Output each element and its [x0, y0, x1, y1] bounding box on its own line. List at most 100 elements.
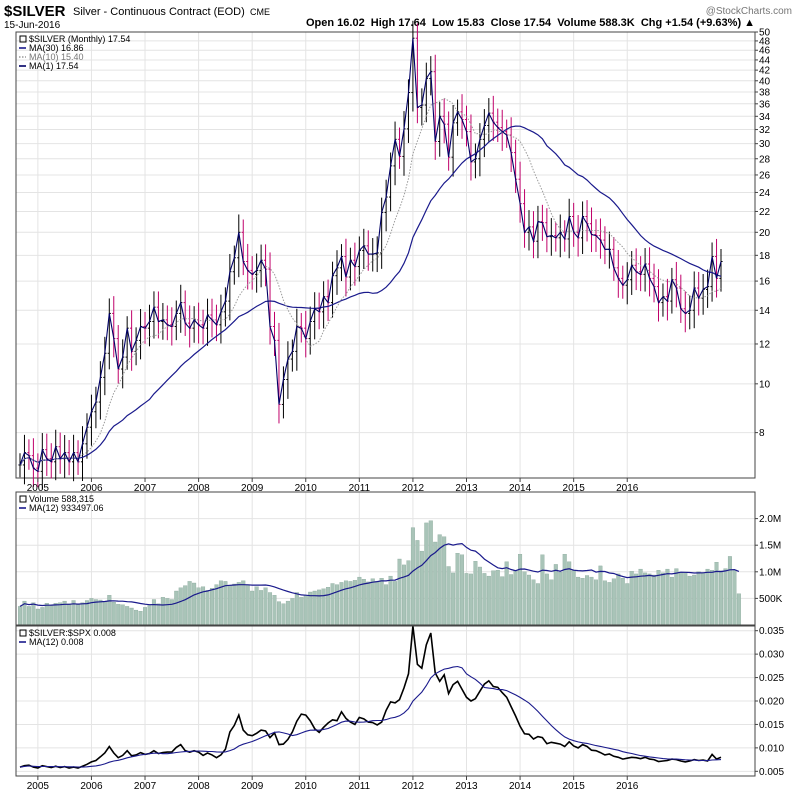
volume-bar: [491, 570, 496, 626]
close-line: [19, 38, 722, 473]
volume-bar: [178, 587, 183, 626]
y-tick-label: 0.025: [759, 673, 784, 684]
volume-bar: [562, 554, 567, 626]
y-tick-label: 0.030: [759, 650, 784, 661]
volume-bar: [544, 573, 549, 626]
volume-bar: [402, 564, 406, 626]
volume-bar: [384, 584, 389, 626]
y-tick-label: 0.020: [759, 697, 784, 708]
y-tick-label: 36: [759, 99, 771, 110]
volume-bar: [183, 585, 188, 626]
volume-bar: [111, 601, 116, 626]
ohlc-bar: [246, 243, 250, 290]
volume-bar: [156, 603, 161, 626]
volume-bar: [727, 556, 732, 626]
volume-bar: [67, 603, 72, 626]
ohlc-bar: [643, 248, 647, 292]
volume-bar: [460, 554, 465, 626]
ohlc-bar: [589, 207, 594, 253]
y-tick-label: 1.5M: [759, 541, 781, 552]
volume-bar: [571, 570, 576, 626]
volume-bar: [719, 570, 723, 626]
y-tick-label: 1.0M: [759, 567, 781, 578]
ohlc-bar: [719, 248, 723, 292]
y-tick-label: 0.005: [759, 767, 784, 778]
volume-bar: [388, 575, 393, 626]
volume-bar: [236, 582, 241, 626]
price-frame: [15, 31, 756, 479]
ohlc-bar: [147, 304, 152, 347]
volume-bar: [607, 582, 612, 626]
y-tick-label: 500K: [759, 594, 783, 605]
ohlc-bar: [371, 238, 375, 272]
volume-bar: [643, 572, 648, 626]
y-tick-label: 46: [759, 46, 771, 57]
volume-bar: [26, 606, 31, 626]
y-tick-label: 0.015: [759, 720, 784, 731]
x-tick-label: 2005: [27, 781, 50, 792]
volume-bar: [660, 572, 665, 626]
x-tick-label: 2010: [295, 781, 318, 792]
ohlc-bar: [447, 111, 451, 171]
volume-bar: [93, 599, 98, 626]
y-tick-label: 10: [759, 379, 771, 390]
ohlc-bar: [661, 283, 665, 317]
volume-bar: [276, 601, 281, 626]
legend-entry: MA(12) 933497.06: [29, 503, 104, 513]
ohlc-bar: [241, 219, 245, 276]
ohlc-bar: [277, 322, 281, 424]
volume-bar: [576, 576, 581, 626]
ohlc-bar: [116, 325, 120, 384]
volume-bar: [18, 606, 22, 626]
x-tick-label: 2014: [509, 781, 532, 792]
volume-bar: [674, 568, 679, 626]
volume-bar: [361, 579, 366, 626]
ohlc-bar: [652, 263, 656, 303]
volume-bar: [696, 571, 701, 626]
volume-bar: [535, 583, 540, 626]
x-tick-label: 2009: [241, 781, 264, 792]
y-tick-label: 8: [759, 428, 765, 439]
ohlc-bar: [335, 250, 339, 295]
volume-bar: [558, 572, 563, 626]
x-tick-label: 2009: [241, 483, 264, 494]
ohlc-bar: [219, 294, 223, 344]
volume-bar: [330, 583, 335, 626]
y-tick-label: 50: [759, 28, 771, 39]
volume-bar: [406, 560, 411, 626]
volume-bar: [504, 561, 509, 626]
y-tick-label: 38: [759, 87, 771, 98]
ohlc-bar: [572, 202, 576, 247]
ohlc-bar: [58, 432, 62, 474]
volume-bar: [223, 581, 228, 626]
volume-bar: [629, 571, 634, 626]
volume-bar: [602, 580, 607, 626]
volume-bar: [540, 554, 545, 626]
ohlc-bar: [174, 300, 178, 341]
volume-bar: [102, 601, 107, 626]
volume-bar: [214, 584, 219, 626]
volume-bar: [705, 568, 710, 626]
volume-bar: [710, 570, 715, 626]
ohlc-bar: [411, 20, 415, 112]
volume-bar: [205, 590, 210, 626]
volume-bar: [299, 597, 304, 626]
volume-bar: [442, 536, 447, 626]
x-tick-label: 2012: [402, 483, 425, 494]
ohlc-bar: [205, 298, 210, 346]
ratio-panel: 0.005 0.010 0.015 0.020 0.025 0.030 0.035 2005 2…: [15, 625, 784, 792]
chart-symbol: $SILVER: [4, 3, 66, 20]
ohlc-bar: [621, 265, 625, 299]
volume-bar: [187, 581, 192, 626]
volume-bar: [611, 578, 616, 626]
volume-bar: [321, 588, 326, 626]
volume-bar: [76, 604, 81, 626]
volume-bar: [143, 607, 148, 626]
ohlc-bar: [54, 429, 58, 481]
y-tick-label: 22: [759, 207, 771, 218]
volume-bar: [634, 573, 639, 626]
watermark: @StockCharts.com: [706, 6, 792, 17]
volume-frame: [15, 491, 756, 626]
volume-bar: [285, 600, 290, 626]
volume-bar: [335, 584, 339, 626]
